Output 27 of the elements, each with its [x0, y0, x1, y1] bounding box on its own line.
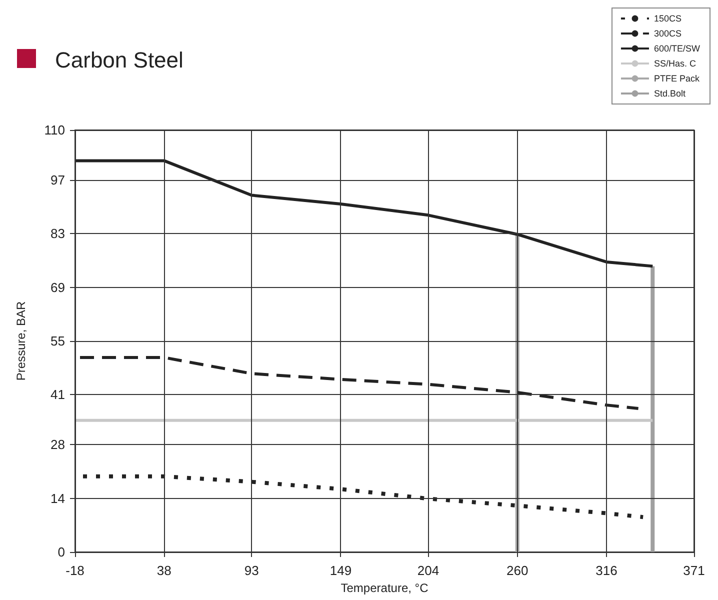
x-axis-title: Temperature, °C	[340, 580, 429, 595]
y-tick-label: 0	[58, 544, 65, 560]
x-tick-label: 93	[244, 563, 259, 578]
y-tick-label: 28	[50, 437, 65, 452]
legend-label: PTFE Pack	[654, 74, 700, 84]
chart-title: Carbon Steel	[55, 48, 184, 72]
line-series	[74, 159, 654, 268]
y-tick-label: 110	[44, 122, 65, 138]
legend-label: SS/Has. C	[654, 58, 696, 68]
legend-label: 600/TE/SW	[654, 44, 701, 54]
x-tick-label: 38	[156, 563, 172, 578]
x-tick-label: 316	[596, 563, 618, 578]
y-tick-label: 83	[50, 226, 65, 242]
legend-label: 300CS	[654, 28, 682, 38]
x-tick-label: 371	[683, 563, 705, 578]
y-tick-label: 69	[50, 280, 65, 295]
y-tick-label: 55	[50, 334, 65, 348]
legend-label: 150CS	[654, 14, 682, 24]
x-tick-label: -18	[66, 563, 84, 578]
y-tick-label: 97	[50, 172, 65, 188]
y-tick-label: 14	[50, 490, 65, 506]
y-axis-title: Pressure, BAR	[14, 300, 28, 381]
legend-label: Std.Bolt	[654, 88, 686, 98]
x-tick-label: 149	[330, 563, 352, 578]
x-tick-label: 260	[506, 563, 528, 578]
x-tick-label: 204	[417, 563, 440, 578]
y-tick-label: 41	[50, 387, 65, 402]
